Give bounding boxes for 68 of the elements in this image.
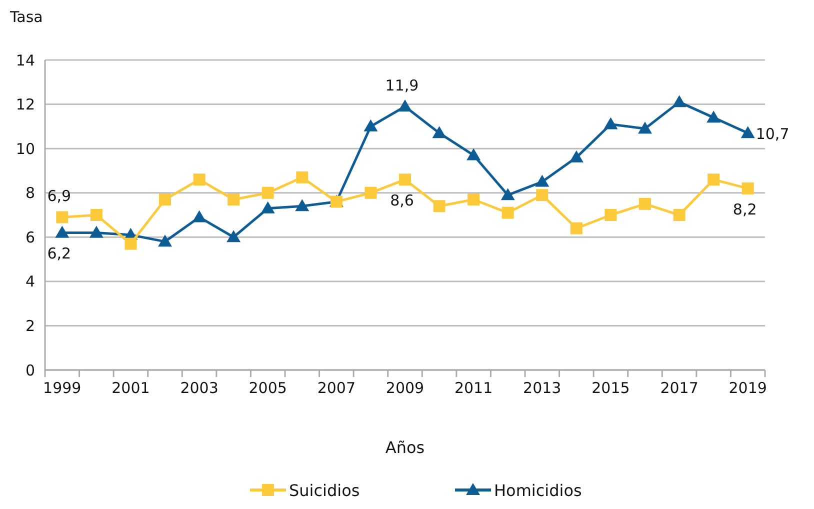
point	[536, 189, 548, 202]
point	[502, 206, 514, 219]
y-tick-label: 2	[25, 316, 35, 335]
y-tick-label: 10	[16, 140, 35, 158]
x-tick-label: 2005	[248, 379, 287, 397]
point	[638, 122, 652, 134]
x-tick-label: 2015	[592, 379, 630, 397]
point	[89, 226, 104, 238]
point	[364, 186, 377, 199]
point	[90, 209, 102, 221]
point	[742, 182, 754, 194]
point	[672, 95, 686, 108]
point	[535, 174, 550, 187]
point	[56, 211, 68, 224]
point	[740, 126, 755, 138]
point	[569, 150, 584, 162]
data-label: 8,6	[390, 192, 414, 210]
x-tick-label: 2001	[112, 379, 150, 397]
x-tick-label: 2019	[728, 379, 767, 397]
point	[260, 201, 275, 214]
point	[604, 209, 617, 221]
point	[124, 238, 137, 250]
point	[192, 210, 206, 222]
point	[159, 194, 171, 206]
point	[364, 119, 378, 132]
point	[604, 117, 618, 130]
data-label: 6,2	[47, 244, 72, 263]
y-tick-label: 14	[16, 51, 35, 70]
point	[296, 171, 308, 184]
data-label: 6,9	[47, 187, 72, 206]
point	[468, 194, 480, 206]
y-tick-label: 12	[16, 96, 35, 114]
x-axis-title: Años	[385, 438, 425, 457]
point	[432, 126, 446, 138]
point	[295, 199, 310, 212]
x-tick-label: 1999	[43, 379, 82, 397]
point	[466, 148, 481, 160]
point	[399, 174, 411, 186]
x-tick-label: 2017	[660, 379, 698, 397]
point	[570, 222, 582, 234]
point	[673, 209, 686, 221]
x-tick-label: 2007	[317, 379, 356, 397]
point	[228, 194, 240, 206]
point	[158, 234, 172, 247]
y-tick-label: 0	[25, 361, 35, 380]
data-label: 8,2	[732, 200, 757, 218]
y-tick-label: 4	[25, 272, 35, 291]
legend-label: Suicidios	[289, 481, 360, 500]
x-tick-label: 2011	[454, 379, 493, 397]
y-axis-title: Tasa	[9, 8, 43, 26]
x-tick-label: 2009	[386, 379, 424, 397]
point	[500, 188, 515, 200]
point	[262, 186, 274, 199]
point	[708, 174, 720, 186]
point	[193, 174, 206, 186]
data-label: 11,9	[385, 76, 419, 94]
point	[639, 198, 651, 210]
point	[55, 226, 70, 238]
x-tick-label: 2013	[523, 379, 562, 397]
point	[398, 100, 412, 112]
legend-label: Homicidios	[494, 481, 582, 500]
data-label: 10,7	[756, 125, 790, 144]
y-tick-label: 8	[25, 184, 35, 202]
point	[706, 110, 721, 123]
point	[226, 230, 241, 242]
point	[433, 200, 446, 212]
x-tick-label: 2003	[180, 379, 218, 397]
y-tick-label: 6	[25, 228, 35, 246]
